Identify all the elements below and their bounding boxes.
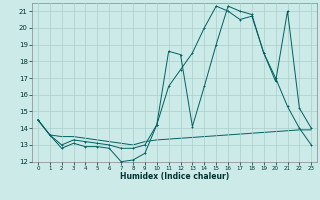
X-axis label: Humidex (Indice chaleur): Humidex (Indice chaleur) — [120, 172, 229, 181]
